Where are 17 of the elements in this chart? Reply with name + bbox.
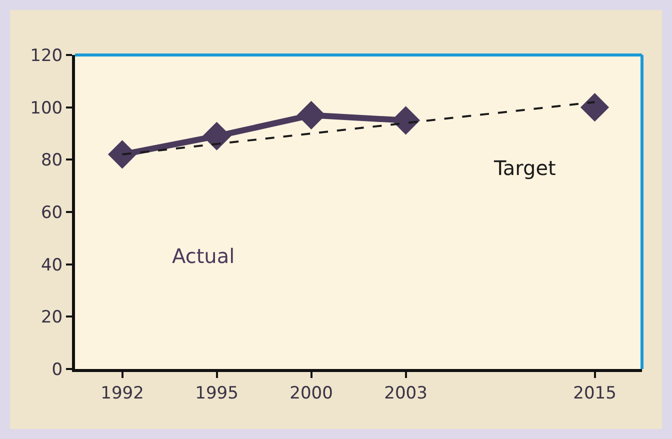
- x-tick-label: 2003: [384, 383, 428, 404]
- y-tick-label: 100: [30, 98, 63, 118]
- text: Target: [493, 156, 556, 180]
- x-tick-label: 2000: [290, 383, 333, 404]
- x-tick-label: 1995: [195, 383, 238, 404]
- y-tick-label: 120: [30, 46, 63, 66]
- text: Actual: [172, 244, 235, 268]
- y-tick-label: 0: [52, 360, 63, 380]
- point: [108, 140, 137, 169]
- y-tick-label: 60: [40, 202, 63, 223]
- x-tick-label: 1992: [100, 383, 144, 404]
- x-tick-label: 2015: [573, 383, 616, 404]
- point: [580, 93, 610, 122]
- y-tick-label: 80: [40, 150, 63, 171]
- point: [202, 122, 232, 150]
- y-tick-label: 20: [40, 308, 63, 328]
- y-tick-label: 40: [40, 255, 63, 276]
